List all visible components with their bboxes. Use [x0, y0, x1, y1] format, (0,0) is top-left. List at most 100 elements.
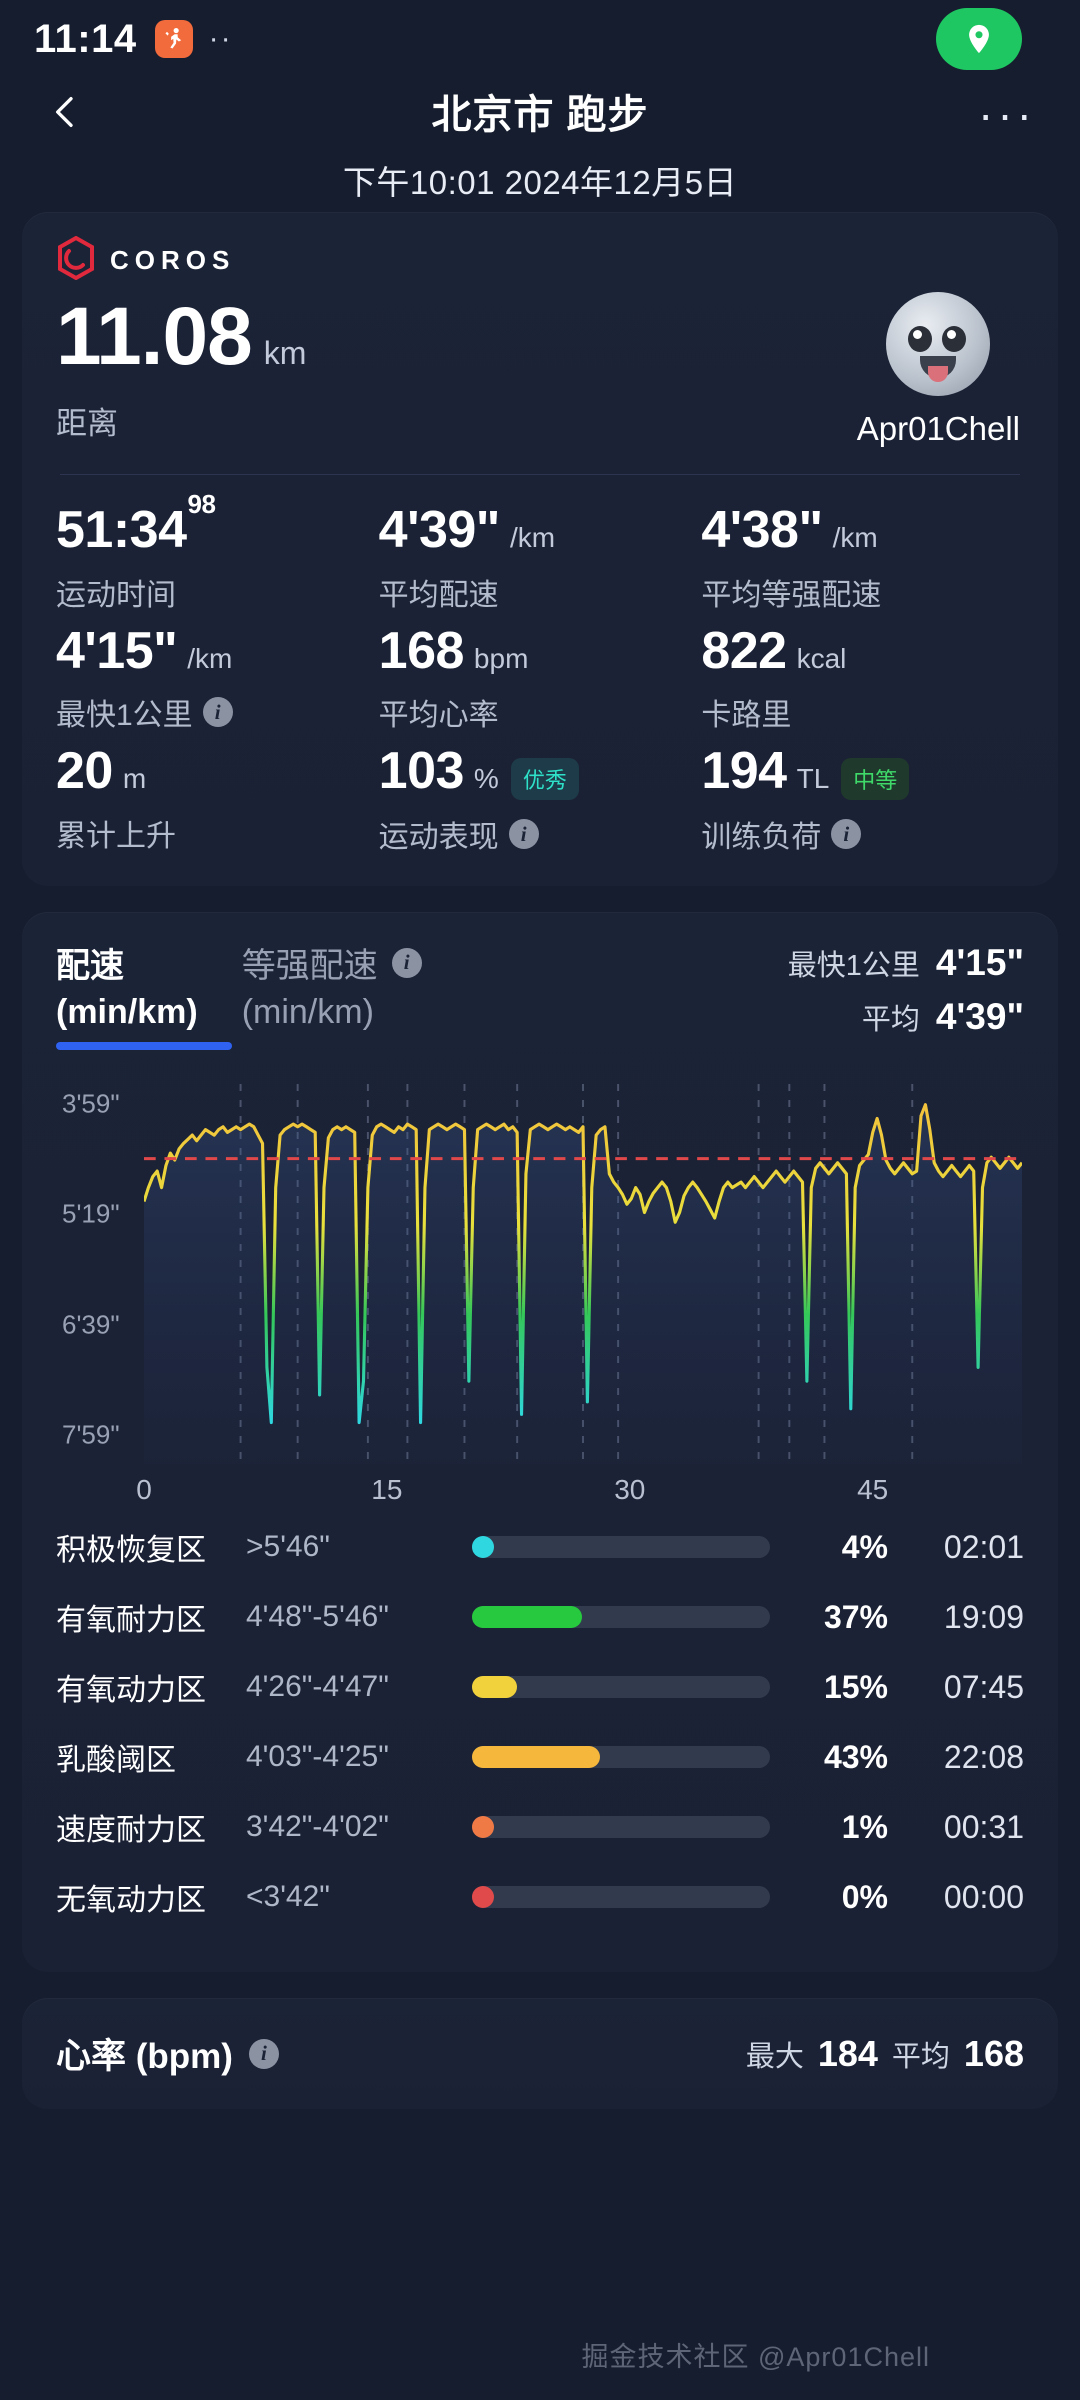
- tab-equivalent-pace[interactable]: 等强配速 i (min/km): [242, 938, 422, 1050]
- zone-percent: 37%: [823, 1598, 888, 1635]
- stat-value: 822: [701, 621, 787, 680]
- info-icon[interactable]: i: [248, 2038, 279, 2069]
- zone-duration: 00:00: [943, 1878, 1024, 1915]
- info-icon[interactable]: i: [831, 819, 862, 850]
- zone-percent: 15%: [823, 1668, 888, 1705]
- more-horizontal-icon[interactable]: ···: [978, 88, 1036, 140]
- y-tick-label: 5'19": [62, 1198, 120, 1229]
- zone-duration: 19:09: [943, 1598, 1024, 1635]
- x-tick-label: 45: [857, 1474, 889, 1506]
- chart-header: 配速 (min/km) 等强配速 i (min/km) 最快1公里 4'15" 平均 4'39…: [22, 938, 1058, 1051]
- stat-cell: 20 m 累计上升: [56, 744, 379, 856]
- coros-brand-name: COROS: [110, 244, 236, 275]
- zone-range: 4'26"-4'47": [246, 1670, 389, 1704]
- zone-bar-track: [472, 1536, 770, 1559]
- zone-duration: 22:08: [943, 1738, 1024, 1775]
- zone-bar-fill: [472, 1746, 601, 1769]
- zone-bar-track: [472, 1746, 770, 1769]
- chart-summary-stats: 最快1公里 4'15" 平均 4'39": [788, 938, 1024, 1050]
- user-block[interactable]: Apr01Chell: [857, 292, 1024, 448]
- tab-pace[interactable]: 配速 (min/km): [56, 938, 232, 1051]
- stat-value-row: 4'38" /km: [701, 503, 1016, 558]
- chart-tabs: 配速 (min/km) 等强配速 i (min/km): [56, 938, 788, 1051]
- zone-duration: 02:01: [943, 1528, 1024, 1565]
- location-pin-icon[interactable]: [936, 8, 1022, 70]
- hr-max-label: 最大: [745, 2040, 804, 2073]
- stat-label-row: 运动时间: [56, 570, 371, 614]
- zone-bar-track: [472, 1816, 770, 1839]
- stat-unit: bpm: [473, 642, 529, 674]
- stat-cell: 168 bpm 平均心率: [378, 623, 702, 735]
- stat-value: 20: [56, 742, 113, 801]
- watermark: 掘金技术社区 @Apr01Chell: [581, 2342, 930, 2372]
- zone-range: 3'42"-4'02": [246, 1810, 389, 1844]
- stat-label: 平均心率: [378, 699, 499, 733]
- stat-label: 平均配速: [378, 578, 499, 612]
- info-icon[interactable]: i: [202, 697, 233, 728]
- stat-unit: TL: [796, 763, 830, 795]
- distance-value-row: 11.08 km: [56, 296, 306, 378]
- chart-stat-label: 最快1公里: [787, 950, 920, 983]
- tab-label-line1: 等强配速 i: [242, 938, 422, 987]
- zone-range: >5'46": [246, 1530, 330, 1564]
- tab-label-text: 等强配速: [241, 947, 378, 986]
- stat-label-row: 平均等强配速: [701, 570, 1016, 614]
- stat-unit: /km: [509, 522, 556, 553]
- pace-zone-row: 有氧耐力区 4'48"-5'46" 37% 19:09: [56, 1582, 1024, 1652]
- zone-bar-fill: [472, 1606, 583, 1629]
- tab-label-line2: (min/km): [56, 993, 198, 1032]
- stat-value-superscript: 98: [187, 488, 216, 519]
- pace-plot: 3'59" 5'19" 6'39" 7'59" 0 15 30 45: [22, 1084, 1058, 1506]
- pace-zone-row: 乳酸阈区 4'03"-4'25" 43% 22:08: [56, 1722, 1024, 1792]
- summary-card: COROS 11.08 km 距离 Apr01Chell: [22, 212, 1058, 887]
- stats-grid: 51:3498 运动时间 4'39" /km 平均配速 4'38" /km 平均等强配速 4'1…: [56, 490, 1024, 856]
- avatar-eye-right: [942, 326, 967, 352]
- stat-label-row: 运动表现 i: [379, 812, 694, 856]
- heart-rate-header: 心率 (bpm) i 最大 184 平均 168: [56, 2028, 1024, 2079]
- tab-label-line2: (min/km): [241, 993, 374, 1032]
- zone-bar-track: [472, 1676, 770, 1699]
- status-badge: 优秀: [510, 758, 579, 801]
- stat-value-row: 4'39" /km: [379, 503, 694, 558]
- stat-label: 最快1公里: [56, 699, 193, 733]
- info-icon[interactable]: i: [391, 947, 422, 978]
- zone-duration: 07:45: [943, 1668, 1024, 1705]
- distance-block: 11.08 km 距离: [56, 292, 306, 443]
- y-tick-label: 3'59": [62, 1088, 120, 1119]
- y-tick-label: 7'59": [62, 1419, 120, 1450]
- stat-value: 103: [378, 742, 465, 801]
- stat-label: 平均等强配速: [701, 578, 882, 612]
- stat-unit: %: [473, 763, 499, 795]
- chart-stat-label: 平均: [861, 1004, 920, 1037]
- stat-value: 4'39": [378, 501, 501, 559]
- avatar-tongue: [928, 366, 949, 382]
- user-avatar[interactable]: [886, 292, 991, 396]
- chevron-left-icon[interactable]: [46, 92, 100, 146]
- zone-bar-fill: [472, 1816, 494, 1839]
- heart-rate-title: 心率 (bpm): [56, 2037, 233, 2077]
- zone-name: 有氧耐力区: [56, 1604, 206, 1638]
- zone-duration: 00:31: [943, 1808, 1024, 1845]
- pace-zone-row: 速度耐力区 3'42"-4'02" 1% 00:31: [56, 1792, 1024, 1862]
- stat-value-row: 51:3498: [56, 490, 371, 558]
- y-tick-label: 6'39": [62, 1309, 120, 1340]
- status-bar: 11:14 ··: [0, 0, 1080, 78]
- heart-rate-card[interactable]: 心率 (bpm) i 最大 184 平均 168: [22, 1998, 1058, 2110]
- info-icon[interactable]: i: [508, 819, 539, 850]
- hr-avg-label: 平均: [891, 2040, 950, 2073]
- status-time: 11:14: [34, 16, 137, 61]
- stat-label: 运动表现: [378, 821, 499, 855]
- x-tick-label: 0: [136, 1474, 152, 1506]
- stat-label-row: 最快1公里 i: [56, 690, 371, 734]
- stat-cell: 4'39" /km 平均配速: [379, 503, 702, 614]
- distance-unit: km: [263, 335, 307, 371]
- stat-cell: 4'38" /km 平均等强配速: [701, 503, 1024, 614]
- plot-area[interactable]: [144, 1084, 1022, 1465]
- stat-label: 卡路里: [701, 699, 792, 733]
- user-name: Apr01Chell: [856, 410, 1020, 447]
- chart-stat-value: 4'39": [935, 996, 1024, 1038]
- zone-bar-fill: [472, 1536, 494, 1559]
- zone-name: 乳酸阈区: [56, 1744, 176, 1778]
- page-title: 北京市 跑步: [431, 93, 649, 137]
